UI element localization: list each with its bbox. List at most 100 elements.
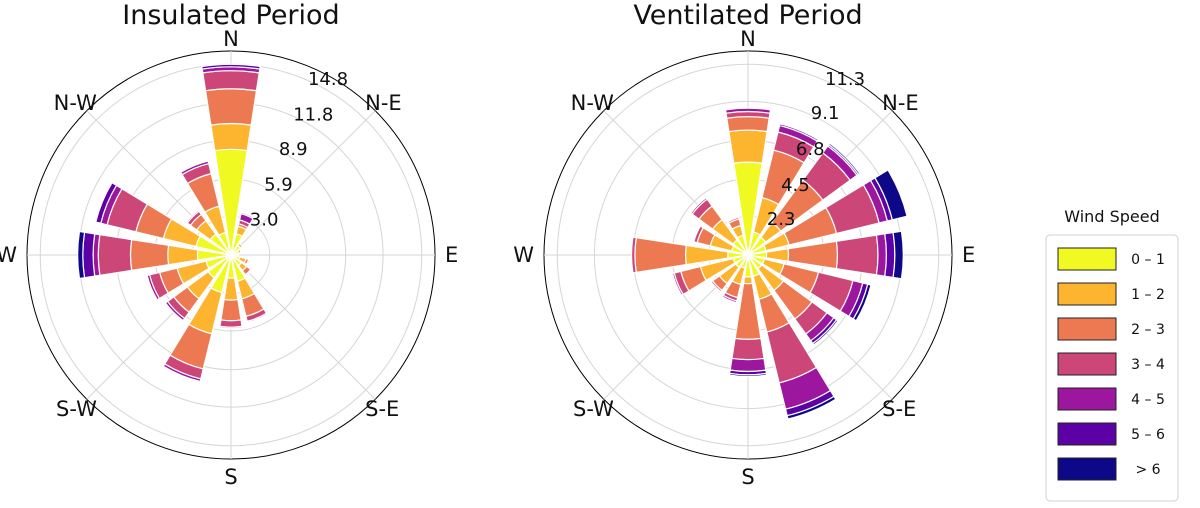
wind-bar-segment (210, 123, 252, 152)
compass-labels: N N-E E S-E S S-W W N-W (0, 27, 458, 489)
compass-label: S-E (365, 397, 399, 421)
wind-bar-segment (179, 160, 210, 176)
radial-tick-label: 2.3 (767, 209, 796, 230)
legend-label: 5 – 6 (1131, 427, 1165, 443)
wind-bar-segment (671, 272, 684, 297)
compass-labels: N N-E E S-E S S-W W N-W (513, 27, 975, 489)
ventilated-wind-rose: Ventilated Period 2.3 4.5 6.8 9.1 11.3 N N-E E… (513, 0, 975, 489)
radial-tick-label: 11.3 (825, 69, 865, 90)
grid-spoke (230, 254, 376, 400)
wind-bar-segment (202, 70, 260, 92)
legend-title: Wind Speed (1064, 207, 1159, 226)
wind-bar-segment (164, 300, 186, 322)
legend-swatch (1057, 352, 1117, 376)
compass-label: S-W (56, 397, 97, 421)
chart-title: Ventilated Period (633, 0, 862, 31)
wind-bar-segment (219, 319, 243, 328)
legend-swatch (1057, 387, 1117, 411)
compass-label: S (224, 465, 237, 489)
wind-bar-segment (778, 123, 819, 142)
wind-bar-segment (852, 283, 872, 322)
wind-bar-segment (129, 238, 170, 272)
compass-label: E (962, 243, 975, 267)
radial-tick-label: 6.8 (796, 139, 825, 160)
compass-label: S-E (882, 397, 916, 421)
wind-bar-segment (95, 181, 118, 224)
wind-bar-segment (689, 196, 708, 215)
compass-label: N (740, 27, 756, 51)
legend-label: 1 – 2 (1131, 287, 1165, 303)
wind-bar-segment (246, 312, 268, 324)
wind-bar-segment (811, 318, 839, 346)
wind-bar-segment (82, 231, 96, 279)
radial-tick-labels: 2.3 4.5 6.8 9.1 11.3 (767, 69, 865, 230)
wind-bar-segment (220, 298, 242, 322)
wind-bar-segment (240, 211, 255, 220)
wind-bar-segment (835, 234, 879, 276)
compass-label: N-W (571, 91, 614, 115)
compass-label: N-W (54, 91, 97, 115)
wind-bar-segment (236, 253, 240, 257)
wind-bar-segment (786, 395, 837, 420)
legend-swatch (1057, 457, 1117, 481)
insulated-wind-rose: Insulated Period 3.0 5.9 8.9 11.8 14.8 N N-E E… (0, 0, 458, 489)
wind-bar-segment (875, 233, 887, 277)
radial-tick-label: 11.8 (293, 104, 333, 125)
wind-bar-segment (162, 363, 202, 383)
legend-swatch (1057, 247, 1117, 271)
legend-label: 4 – 5 (1131, 392, 1165, 408)
compass-label: N-E (365, 91, 402, 115)
wind-bar-segment (237, 242, 244, 249)
wind-bar-segment (693, 225, 705, 244)
legend-swatch (1057, 317, 1117, 341)
compass-label: N (223, 27, 239, 51)
wind-bar-segment (724, 107, 772, 114)
radial-tick-labels: 3.0 5.9 8.9 11.8 14.8 (250, 69, 348, 231)
wind-bars (630, 107, 908, 420)
wind-bar-segment (219, 325, 243, 330)
radial-tick-label: 3.0 (250, 209, 279, 230)
wind-bar-segment (827, 142, 861, 176)
radial-tick-label: 5.9 (264, 175, 293, 196)
wind-bar-segment (97, 234, 133, 276)
legend-label: 0 – 1 (1131, 252, 1165, 268)
grid-spoke (230, 110, 376, 256)
compass-label: W (0, 243, 17, 267)
wind-bar-segment (727, 216, 740, 225)
legend-swatch (1057, 422, 1117, 446)
legend-label: 2 – 3 (1131, 322, 1165, 338)
radial-tick-label: 14.8 (308, 69, 348, 90)
legend-label: > 6 (1135, 462, 1160, 478)
legend-label: 3 – 4 (1131, 357, 1165, 373)
wind-bar-segment (204, 88, 258, 126)
wind-bar-segment (244, 268, 253, 277)
wind-bar-segment (721, 294, 738, 304)
wind-bar-segment (729, 357, 767, 373)
legend-swatch (1057, 282, 1117, 306)
wind-bar-segment (710, 280, 723, 293)
wind-bar-segment (728, 372, 768, 378)
wind-bar-segment (77, 230, 86, 280)
compass-label: E (445, 243, 458, 267)
wind-bar-segment (243, 257, 250, 266)
compass-label: S-W (573, 397, 614, 421)
compass-label: W (513, 243, 534, 267)
wind-bar-segment (742, 276, 754, 285)
wind-bar-segment (630, 236, 637, 274)
wind-bar-segment (726, 116, 770, 133)
radial-tick-label: 9.1 (811, 103, 840, 124)
radial-tick-label: 8.9 (279, 139, 308, 160)
wind-bar-segment (201, 63, 261, 70)
wind-bar-segment (185, 209, 200, 224)
wind-bar-segment (874, 169, 908, 221)
wind-bar-segment (892, 230, 904, 280)
wind-bar-segment (146, 274, 161, 301)
wind-bar-segment (884, 231, 896, 279)
legend: Wind Speed 0 – 1 1 – 2 2 – 3 3 – 4 4 – 5 5 – … (1045, 207, 1179, 502)
wind-bar-segment (728, 129, 768, 164)
legend-items: 0 – 1 1 – 2 2 – 3 3 – 4 4 – 5 5 – 6 > 6 (1057, 247, 1165, 481)
compass-label: N-E (882, 91, 919, 115)
chart-title: Insulated Period (122, 0, 339, 31)
wind-bars (77, 63, 268, 383)
